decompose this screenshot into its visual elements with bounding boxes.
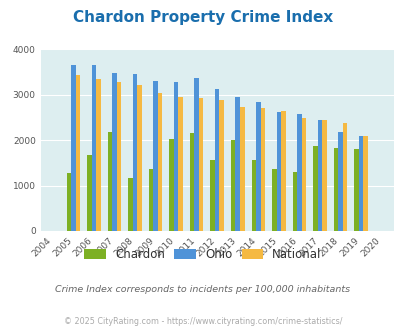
Bar	[107, 132, 112, 231]
Bar	[296, 114, 301, 231]
Bar	[256, 102, 260, 231]
Bar	[235, 97, 239, 231]
Bar	[87, 155, 92, 231]
Bar	[178, 97, 183, 231]
Bar	[251, 160, 256, 231]
Bar	[173, 82, 178, 231]
Bar	[112, 73, 117, 231]
Bar	[128, 178, 132, 231]
Legend: Chardon, Ohio, National: Chardon, Ohio, National	[79, 244, 326, 266]
Text: Chardon Property Crime Index: Chardon Property Crime Index	[72, 10, 333, 25]
Bar	[149, 169, 153, 231]
Bar	[362, 136, 367, 231]
Bar	[194, 78, 198, 231]
Bar	[71, 65, 75, 231]
Bar	[153, 81, 158, 231]
Bar	[117, 82, 121, 231]
Bar	[271, 169, 276, 231]
Bar	[169, 139, 173, 231]
Bar	[276, 112, 280, 231]
Bar	[210, 160, 214, 231]
Bar	[321, 120, 326, 231]
Bar	[317, 120, 321, 231]
Bar	[301, 117, 305, 231]
Bar	[75, 75, 80, 231]
Bar	[214, 89, 219, 231]
Bar	[239, 107, 244, 231]
Bar	[312, 146, 317, 231]
Bar	[342, 123, 346, 231]
Text: Crime Index corresponds to incidents per 100,000 inhabitants: Crime Index corresponds to incidents per…	[55, 285, 350, 294]
Text: © 2025 CityRating.com - https://www.cityrating.com/crime-statistics/: © 2025 CityRating.com - https://www.city…	[64, 317, 341, 326]
Bar	[353, 149, 358, 231]
Bar	[337, 132, 342, 231]
Bar	[280, 111, 285, 231]
Bar	[260, 109, 264, 231]
Bar	[92, 65, 96, 231]
Bar	[158, 93, 162, 231]
Bar	[96, 79, 100, 231]
Bar	[292, 172, 296, 231]
Bar	[219, 100, 224, 231]
Bar	[230, 140, 235, 231]
Bar	[358, 136, 362, 231]
Bar	[198, 98, 203, 231]
Bar	[137, 85, 141, 231]
Bar	[132, 75, 137, 231]
Bar	[333, 148, 337, 231]
Bar	[190, 133, 194, 231]
Bar	[66, 173, 71, 231]
